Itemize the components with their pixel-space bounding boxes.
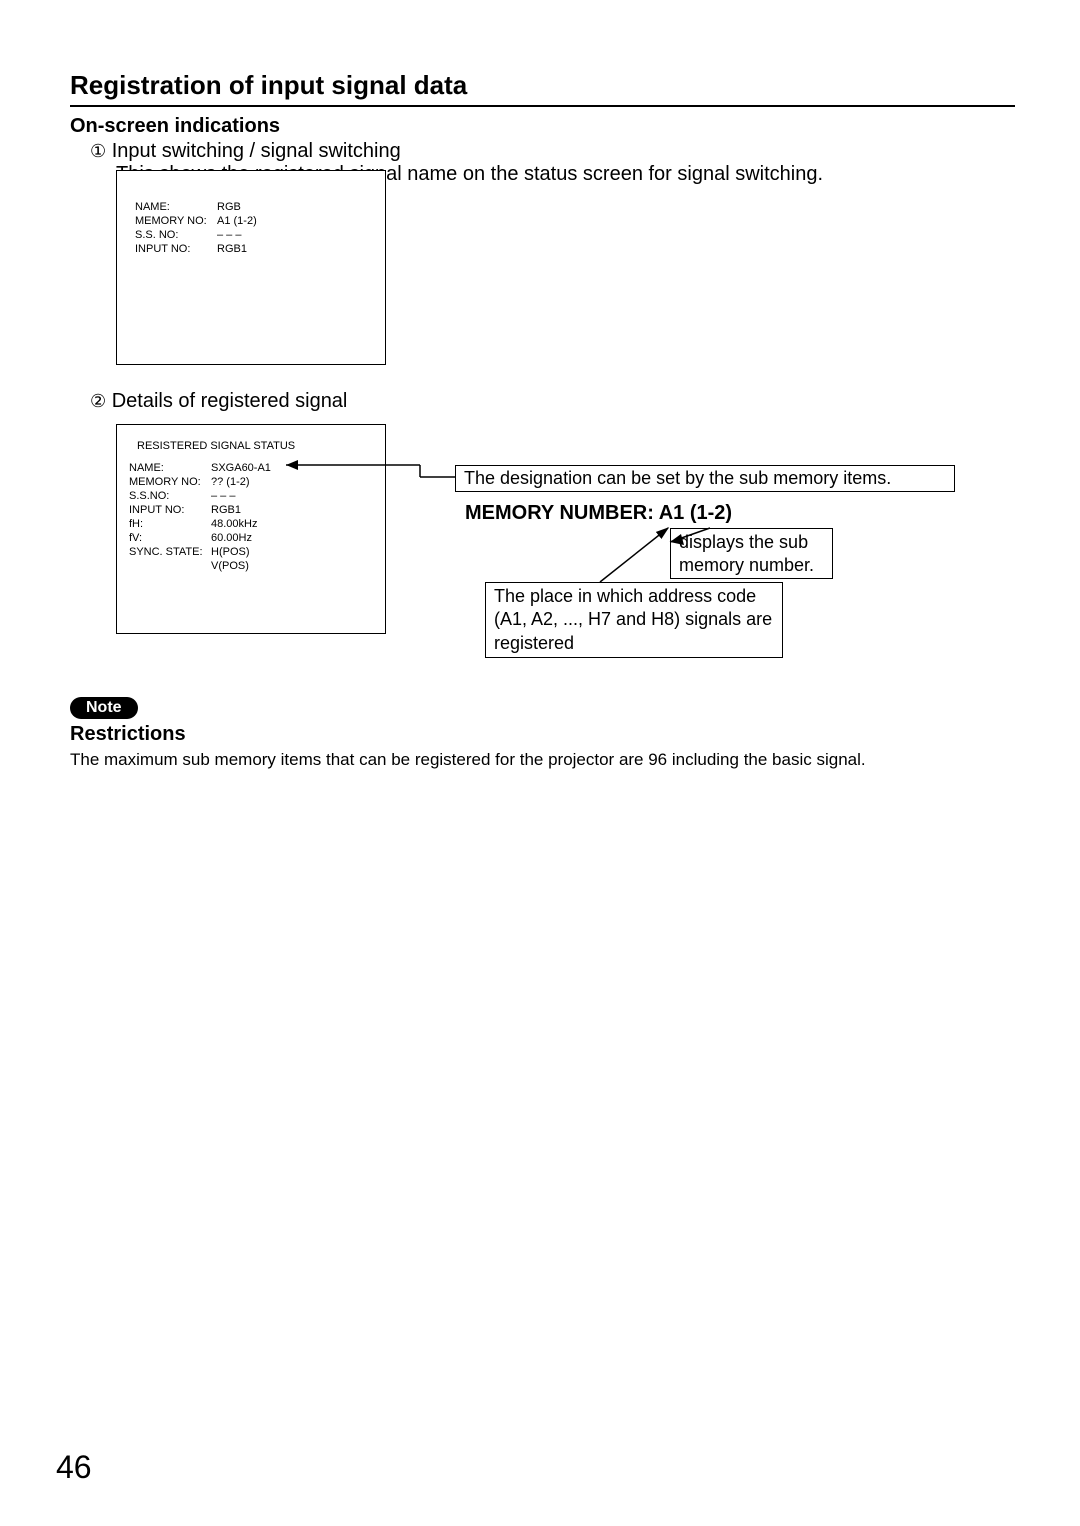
table-cell: NAME:: [129, 462, 211, 476]
table-cell: S.S. NO:: [135, 229, 217, 243]
table-cell: RGB1: [217, 243, 261, 257]
table-cell: MEMORY NO:: [129, 476, 211, 490]
table-cell: NAME:: [135, 201, 217, 215]
table-cell: RGB1: [211, 504, 275, 518]
table-cell: RGB: [217, 201, 261, 215]
callout-designation: The designation can be set by the sub me…: [455, 465, 955, 492]
table-cell: 60.00Hz: [211, 532, 275, 546]
table-cell: fH:: [129, 518, 211, 532]
table-cell: SXGA60-A1: [211, 462, 275, 476]
table-cell: INPUT NO:: [129, 504, 211, 518]
table-cell: – – –: [217, 229, 261, 243]
box1-table: NAME:RGBMEMORY NO:A1 (1-2)S.S. NO:– – –I…: [135, 201, 261, 257]
table-cell: ?? (1-2): [211, 476, 275, 490]
note-pill: Note: [70, 697, 138, 719]
table-cell: H(POS): [211, 546, 275, 560]
table-cell: A1 (1-2): [217, 215, 261, 229]
callout-address-code: The place in which address code (A1, A2,…: [485, 582, 783, 658]
page-number: 46: [56, 1449, 92, 1486]
status-box-2: RESISTERED SIGNAL STATUS NAME:SXGA60-A1M…: [116, 424, 386, 634]
item-2-label: Details of registered signal: [112, 390, 348, 412]
box2-header: RESISTERED SIGNAL STATUS: [129, 440, 385, 452]
circled-2-icon: ②: [90, 391, 106, 412]
table-cell: SYNC. STATE:: [129, 546, 211, 560]
table-cell: INPUT NO:: [135, 243, 217, 257]
item-1-label: Input switching / signal switching: [112, 140, 401, 162]
item-2-line: ② Details of registered signal: [90, 390, 347, 413]
restrictions-text: The maximum sub memory items that can be…: [70, 750, 866, 770]
table-cell: V(POS): [211, 560, 275, 574]
section-heading: On-screen indications: [70, 115, 1015, 138]
page-title: Registration of input signal data: [70, 70, 1015, 107]
callout-sub-memory: displays the sub memory number.: [670, 528, 833, 579]
item-1-line: ① Input switching / signal switching: [90, 140, 1015, 163]
circled-1-icon: ①: [90, 141, 106, 162]
restrictions-heading: Restrictions: [70, 723, 186, 746]
table-cell: [129, 560, 211, 574]
table-cell: – – –: [211, 490, 275, 504]
status-box-1: NAME:RGBMEMORY NO:A1 (1-2)S.S. NO:– – –I…: [116, 170, 386, 365]
table-cell: MEMORY NO:: [135, 215, 217, 229]
memory-number-label: MEMORY NUMBER: A1 (1-2): [465, 502, 732, 525]
box2-table: NAME:SXGA60-A1MEMORY NO:?? (1-2)S.S.NO:–…: [129, 462, 275, 574]
table-cell: 48.00kHz: [211, 518, 275, 532]
table-cell: fV:: [129, 532, 211, 546]
table-cell: S.S.NO:: [129, 490, 211, 504]
